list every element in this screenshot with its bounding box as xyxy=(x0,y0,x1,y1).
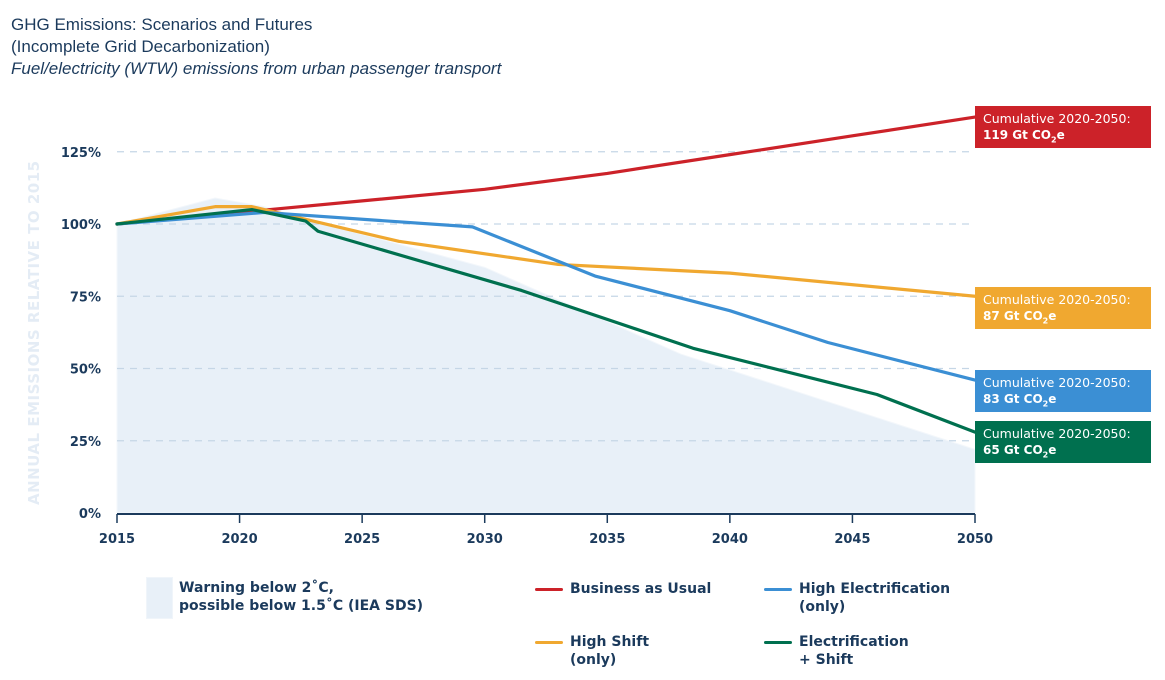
legend-label: possible below 1.5˚C (IEA SDS) xyxy=(179,598,424,614)
series-lines xyxy=(115,115,977,434)
legend-swatch-high-shift xyxy=(535,641,563,644)
legend-label: High Shift xyxy=(570,634,650,650)
legend-swatch-electrification-shift xyxy=(764,641,792,644)
chart-title-line1: GHG Emissions: Scenarios and Futures xyxy=(11,15,313,34)
chart-subtitle: Fuel/electricity (WTW) emissions from ur… xyxy=(11,59,502,78)
callout-label: Cumulative 2020-2050: xyxy=(983,111,1131,126)
y-tick-label: 0% xyxy=(79,507,101,522)
legend-high-electrification: High Electrification (only) xyxy=(799,580,950,616)
legend-swatch-sds-area xyxy=(146,577,173,619)
x-tick-label: 2040 xyxy=(712,532,748,547)
y-tick-label: 50% xyxy=(70,363,101,378)
legend-electrification-shift: Electrification + Shift xyxy=(799,633,909,669)
callout-value: 83 Gt CO2e xyxy=(983,392,1057,409)
y-tick-label: 75% xyxy=(70,290,101,305)
series-line-electrification-shift xyxy=(115,207,977,434)
legend-sds-area: Warning below 2˚C, possible below 1.5˚C … xyxy=(179,579,423,615)
callout-value: 119 Gt CO2e xyxy=(983,128,1065,145)
gridlines xyxy=(117,151,975,442)
legend-label: + Shift xyxy=(799,652,854,668)
legend-label: (only) xyxy=(799,599,846,615)
x-tick-label: 2050 xyxy=(957,532,993,547)
legend-swatch-high-electrification xyxy=(764,588,792,591)
callout-electrification-shift: Cumulative 2020-2050: 65 Gt CO2e xyxy=(975,421,1151,463)
callout-label: Cumulative 2020-2050: xyxy=(983,426,1131,441)
y-tick-label: 100% xyxy=(61,218,101,233)
x-tick-label: 2020 xyxy=(221,532,257,547)
callout-value: 87 Gt CO2e xyxy=(983,309,1057,326)
x-tick-label: 2030 xyxy=(467,532,503,547)
legend-label: High Electrification xyxy=(799,581,951,597)
x-tick-label: 2045 xyxy=(834,532,870,547)
y-tick-label: 25% xyxy=(70,435,101,450)
callout-value: 65 Gt CO2e xyxy=(983,443,1057,460)
legend-label: Warning below 2˚C, xyxy=(179,580,334,596)
series-line-high-shift xyxy=(115,205,977,298)
legend-label: (only) xyxy=(570,652,617,668)
y-axis-ticks: 0% 25% 50% 75% 100% 125% xyxy=(61,146,101,522)
legend-label: Business as Usual xyxy=(570,581,712,597)
sds-area xyxy=(116,197,976,514)
legend-swatch-bau xyxy=(535,588,563,591)
x-tick-label: 2035 xyxy=(589,532,625,547)
sds-area-layer xyxy=(116,197,976,514)
chart-titles: GHG Emissions: Scenarios and Futures (In… xyxy=(11,14,501,80)
x-tick-label: 2015 xyxy=(99,532,135,547)
callout-bau: Cumulative 2020-2050: 119 Gt CO2e xyxy=(975,106,1151,148)
x-axis: 2015 2020 2025 2030 2035 2040 2045 2050 xyxy=(99,513,993,547)
y-tick-label: 125% xyxy=(61,146,101,161)
callout-label: Cumulative 2020-2050: xyxy=(983,375,1131,390)
callout-high-shift: Cumulative 2020-2050: 87 Gt CO2e xyxy=(975,287,1151,329)
legend-high-shift: High Shift (only) xyxy=(570,633,649,669)
y-axis-label: ANNUAL EMISSIONS RELATIVE TO 2015 xyxy=(25,160,43,505)
chart-title-line2: (Incomplete Grid Decarbonization) xyxy=(11,37,270,56)
legend-label: Electrification xyxy=(799,634,909,650)
callout-label: Cumulative 2020-2050: xyxy=(983,292,1131,307)
callout-high-electrification: Cumulative 2020-2050: 83 Gt CO2e xyxy=(975,370,1151,412)
legend-bau: Business as Usual xyxy=(570,580,711,598)
x-tick-label: 2025 xyxy=(344,532,380,547)
